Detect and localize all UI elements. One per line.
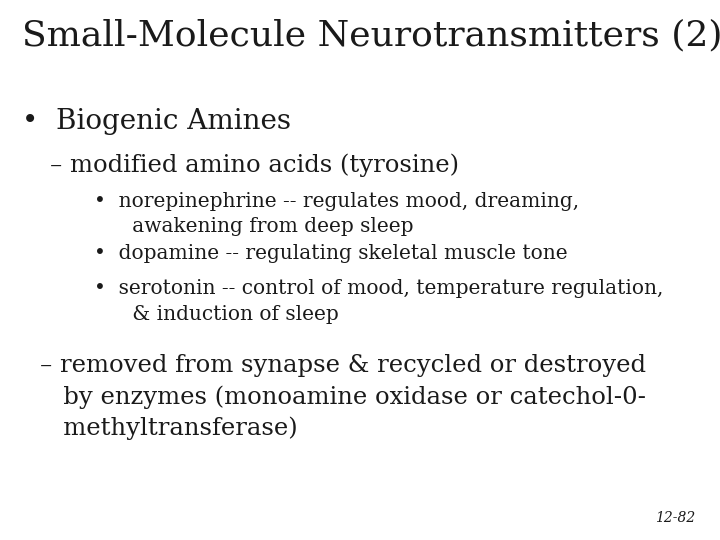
Text: 12-82: 12-82: [654, 511, 695, 525]
Text: •  dopamine -- regulating skeletal muscle tone: • dopamine -- regulating skeletal muscle…: [94, 244, 567, 263]
Text: •  serotonin -- control of mood, temperature regulation,
      & induction of sl: • serotonin -- control of mood, temperat…: [94, 279, 663, 324]
Text: – modified amino acids (tyrosine): – modified amino acids (tyrosine): [50, 154, 459, 178]
Text: •  norepinephrine -- regulates mood, dreaming,
      awakening from deep sleep: • norepinephrine -- regulates mood, drea…: [94, 192, 579, 237]
Text: •  Biogenic Amines: • Biogenic Amines: [22, 108, 291, 135]
Text: Small-Molecule Neurotransmitters (2): Small-Molecule Neurotransmitters (2): [22, 19, 720, 53]
Text: – removed from synapse & recycled or destroyed
   by enzymes (monoamine oxidase : – removed from synapse & recycled or des…: [40, 354, 646, 441]
